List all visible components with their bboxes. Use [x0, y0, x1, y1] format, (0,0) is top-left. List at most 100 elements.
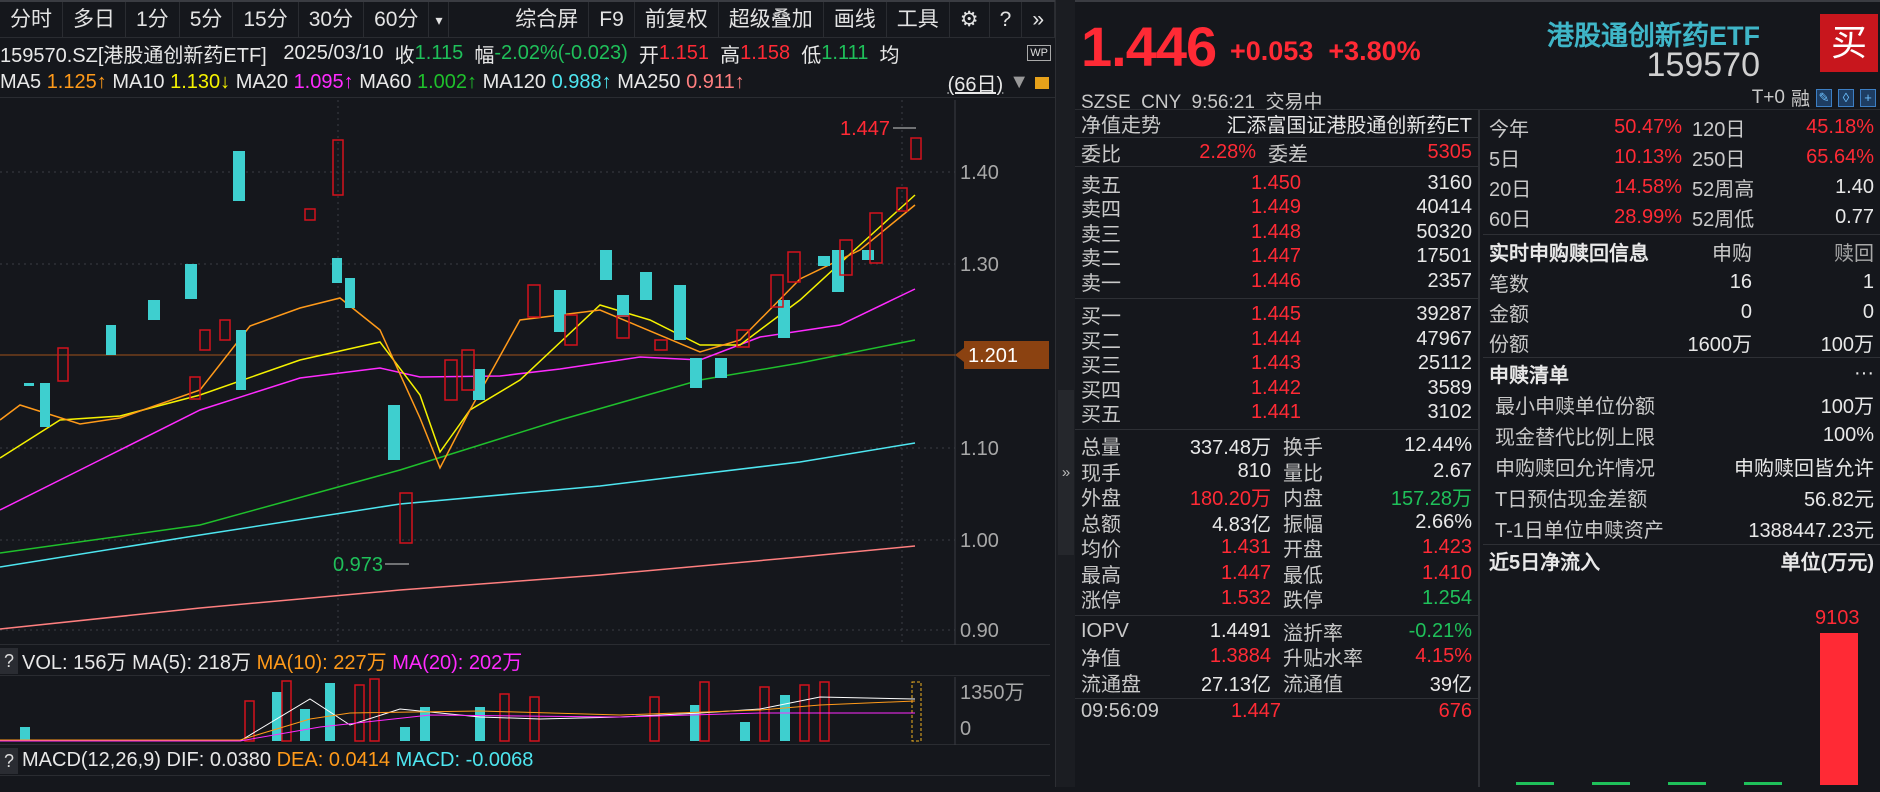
fund-full-name: 汇添富国证港股通创新药ET	[1226, 115, 1472, 137]
ma120-label: MA120	[482, 71, 546, 93]
open-value: 1.151	[658, 41, 709, 64]
high-label: 高	[720, 44, 741, 67]
bid-row[interactable]: 买一 1.445 39287	[1081, 303, 1472, 329]
trade-stats: 总量 337.48万 换手 12.44% 现手 810 量比 2.67 外盘 180.20万内…	[1075, 430, 1478, 616]
vol-value: VOL: 156万	[22, 652, 127, 674]
tab-1min[interactable]: 1分	[126, 1, 180, 38]
ma10-label: MA10	[112, 71, 165, 93]
performance-table: 今年 50.47% 120日 45.18% 5日 10.13% 250日 65.64% 20…	[1483, 110, 1880, 235]
tab-timeshare[interactable]: 分时	[0, 1, 63, 38]
etf-row: 净值 1.3884 升贴水率 4.15%	[1081, 645, 1472, 671]
settings-icon[interactable]: ⚙	[950, 1, 990, 38]
tab-60min[interactable]: 60分	[364, 1, 430, 38]
low-label: 低	[801, 44, 822, 67]
stat-row: 外盘 180.20万 内盘 157.28万	[1081, 488, 1472, 511]
stat-row: 最高 1.447 最低 1.410	[1081, 561, 1472, 587]
weicha-label: 委差	[1268, 143, 1308, 166]
ask-row[interactable]: 卖四 1.449 40414	[1081, 196, 1472, 222]
quote-panel: 1.446 +0.053 +3.80% 港股通创新药ETF 159570 买 S…	[1075, 0, 1880, 787]
macd-help-button[interactable]: ?	[0, 747, 18, 774]
macd-dea: DEA: 0.0414	[276, 749, 390, 771]
panel-divider: »	[1055, 0, 1075, 787]
tools-button[interactable]: 工具	[887, 1, 950, 38]
weibi-value: 2.28%	[1199, 140, 1256, 163]
ma10-value: 1.130↓	[170, 71, 231, 93]
tab-30min[interactable]: 30分	[299, 1, 365, 38]
stat-row: 涨停 1.532 跌停 1.254	[1081, 587, 1472, 613]
stat-row: 现手 810 量比 2.67	[1081, 459, 1472, 485]
order-book: 净值走势 汇添富国证港股通创新药ET 委比 2.28% 委差 5305 卖五 1.…	[1075, 110, 1480, 787]
vol-ma5: MA(5): 218万	[132, 652, 252, 674]
ma-legend: MA5 1.125↑ MA10 1.130↓ MA20 1.095↑ MA60 …	[0, 68, 1055, 98]
pcf-title: 申赎清单	[1489, 365, 1569, 387]
ma250-label: MA250	[617, 71, 681, 93]
f9-button[interactable]: F9	[589, 1, 635, 38]
macd-label: MACD(12,26,9)	[22, 749, 161, 771]
collapse-panel-button[interactable]: »	[1058, 390, 1074, 555]
lock-icon[interactable]	[1035, 76, 1049, 89]
etf-row: 流通盘 27.13亿 流通值 39亿	[1081, 673, 1472, 696]
add-watchlist-icon[interactable]: +	[1860, 88, 1876, 107]
etf-stats: IOPV 1.4491 溢折率 -0.21% 净值 1.3884 升贴水率 4.15% 流通…	[1075, 616, 1478, 699]
super-overlay-button[interactable]: 超级叠加	[719, 1, 824, 38]
help-icon[interactable]: ?	[990, 1, 1023, 38]
flow-header: 近5日净流入 单位(万元)	[1483, 545, 1880, 576]
ma20-value: 1.095↑	[293, 71, 354, 93]
macd-legend: ? MACD(12,26,9) DIF: 0.0380 DEA: 0.0414 …	[0, 746, 1050, 776]
wp-icon[interactable]: WP	[1027, 45, 1051, 61]
bid-levels: 买一 1.445 39287 买二 1.444 47967 买三 1.443 25112 买…	[1075, 299, 1478, 430]
tab-5min[interactable]: 5分	[180, 1, 234, 38]
range-days-selector[interactable]: (66日)	[947, 74, 1004, 96]
fund-code: 159570	[1646, 46, 1760, 84]
ma20-label: MA20	[235, 71, 288, 93]
high-value: 1.158	[740, 41, 791, 64]
close-value: 1.115	[414, 41, 464, 64]
bid-row[interactable]: 买五 1.441 3102	[1081, 401, 1472, 427]
range-value: -2.02%(-0.023)	[494, 41, 628, 64]
alert-bell-icon[interactable]: ◊	[1838, 88, 1854, 107]
period-menu-icon[interactable]: ▾	[429, 1, 450, 38]
expand-icon[interactable]: »	[1022, 1, 1055, 38]
ask-row[interactable]: 卖三 1.448 50320	[1081, 220, 1472, 246]
bid-row[interactable]: 买三 1.443 25112	[1081, 352, 1472, 378]
composite-screen-button[interactable]: 综合屏	[505, 1, 590, 38]
net-inflow-chart: 9103	[1483, 600, 1880, 787]
tick-row[interactable]: 09:56:09 1.447 676	[1081, 700, 1472, 723]
vol-ma20: MA(20): 202万	[392, 652, 523, 674]
ask-row[interactable]: 卖五 1.450 3160	[1081, 171, 1472, 197]
bid-row[interactable]: 买四 1.442 3589	[1081, 376, 1472, 402]
bid-row[interactable]: 买二 1.444 47967	[1081, 327, 1472, 353]
ma5-label: MA5	[0, 71, 42, 93]
ask-levels: 卖五 1.450 3160 卖四 1.449 40414 卖三 1.448 50320 卖二…	[1075, 167, 1478, 299]
tab-multiday[interactable]: 多日	[63, 1, 126, 38]
ma120-value: 0.988↑	[551, 71, 612, 93]
range-dropdown-icon[interactable]: ▼	[1009, 71, 1029, 93]
forward-adjust-button[interactable]: 前复权	[635, 1, 719, 38]
vol-ma10: MA(10): 227万	[256, 652, 387, 674]
volume-chart[interactable]: 1350万 0	[0, 677, 1050, 745]
stat-row: 均价 1.431 开盘 1.423	[1081, 536, 1472, 562]
nav-trend-link[interactable]: 净值走势	[1081, 115, 1161, 137]
volume-help-button[interactable]: ?	[0, 647, 18, 674]
last-price: 1.446	[1081, 15, 1217, 78]
y-tick: 1.40	[960, 162, 999, 184]
ask-row[interactable]: 卖二 1.447 17501	[1081, 245, 1472, 271]
last-price-tag: 1.201	[968, 345, 1018, 367]
tab-15min[interactable]: 15分	[233, 1, 299, 38]
open-label: 开	[638, 44, 659, 67]
pcf-more-button[interactable]: ···	[1854, 362, 1874, 384]
low-marker: 0.973	[333, 554, 383, 576]
ask-row[interactable]: 卖一 1.446 2357	[1081, 269, 1472, 295]
bar-date: 2025/03/10	[283, 41, 384, 64]
draw-line-button[interactable]: 画线	[824, 1, 887, 38]
candlestick-chart[interactable]: 1.201 1.40 1.30 1.10 1.00 0.90 1.447 0.9…	[0, 99, 1050, 645]
quote-flags: T+0 融 ✎ ◊ +	[1752, 84, 1876, 111]
low-value: 1.111	[821, 41, 869, 64]
symbol-label: 159570.SZ[港股通创新药ETF]	[0, 44, 267, 67]
flow-value-label: 9103	[1815, 607, 1860, 629]
buy-button[interactable]: 买	[1820, 14, 1878, 72]
edit-icon[interactable]: ✎	[1816, 88, 1832, 107]
kline-panel: 分时 多日 1分 5分 15分 30分 60分 ▾ 综合屏 F9 前复权 超级叠…	[0, 0, 1055, 776]
chart-toolbar: 分时 多日 1分 5分 15分 30分 60分 ▾ 综合屏 F9 前复权 超级叠…	[0, 0, 1055, 38]
volume-legend: ? VOL: 156万 MA(5): 218万 MA(10): 227万 MA(…	[0, 646, 1050, 676]
